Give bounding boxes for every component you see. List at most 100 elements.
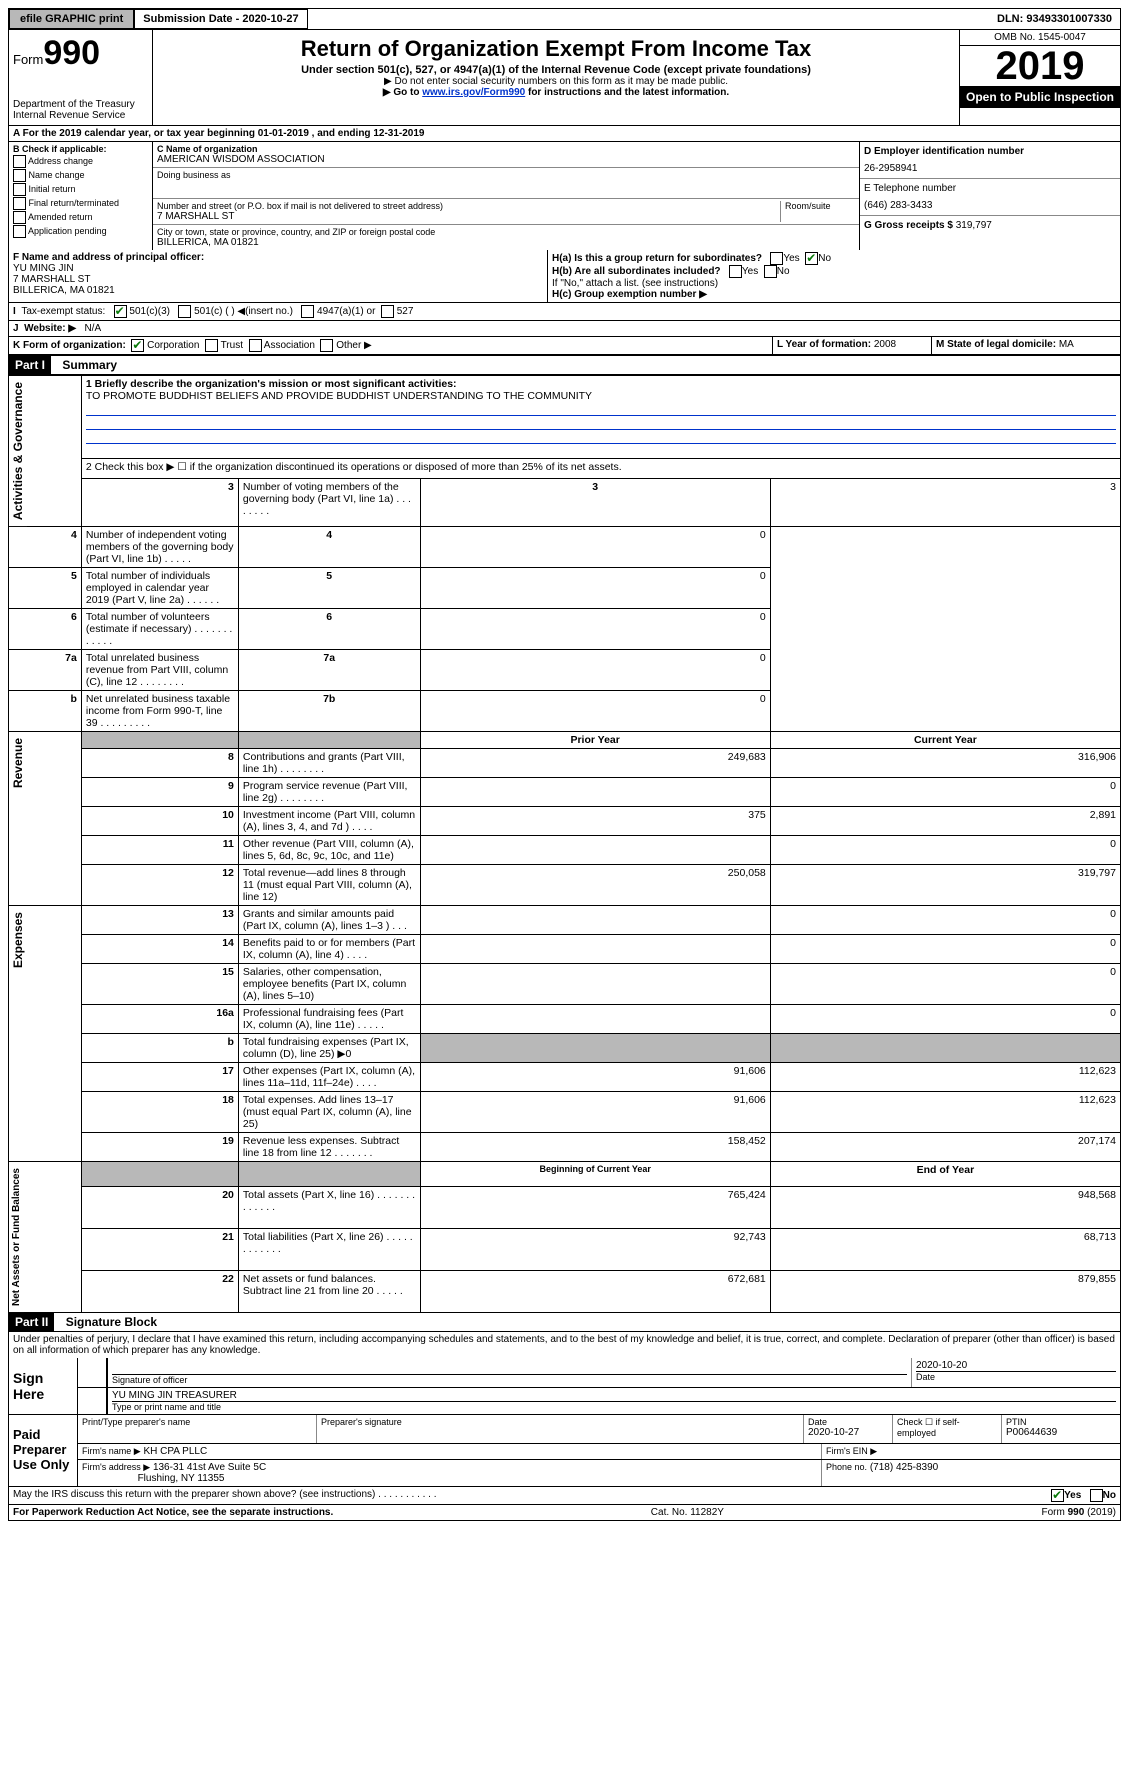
self-employed-check[interactable]: Check ☐ if self-employed	[897, 1417, 997, 1438]
prior-value	[420, 1005, 770, 1034]
check-amended[interactable]: Amended return	[13, 211, 148, 224]
prior-value: 158,452	[420, 1133, 770, 1162]
gross-receipts-field: G Gross receipts $ 319,797	[860, 216, 1120, 235]
line-text: Investment income (Part VIII, column (A)…	[238, 807, 420, 836]
prep-name-label: Print/Type preparer's name	[82, 1417, 312, 1427]
check-label: Address change	[28, 156, 93, 166]
4947-check[interactable]	[301, 305, 314, 318]
prior-value: 91,606	[420, 1092, 770, 1133]
line-text: Total fundraising expenses (Part IX, col…	[238, 1034, 420, 1063]
hb-no-check[interactable]	[764, 265, 777, 278]
firm-addr2: Flushing, NY 11355	[138, 1473, 225, 1484]
dln-value: 93493301007330	[1026, 13, 1112, 25]
end-value: 68,713	[770, 1228, 1120, 1270]
shade	[81, 1162, 238, 1187]
discuss-yes-check[interactable]	[1051, 1489, 1064, 1502]
shade	[81, 732, 238, 749]
form-subtitle2: ▶ Do not enter social security numbers o…	[157, 76, 955, 87]
check-label: Initial return	[29, 184, 76, 194]
line-value: 0	[420, 609, 770, 650]
mission-underline	[86, 430, 1116, 444]
line-text: Contributions and grants (Part VIII, lin…	[238, 749, 420, 778]
ha-no-check[interactable]	[805, 252, 818, 265]
line-box: 7a	[238, 650, 420, 691]
top-bar: efile GRAPHIC print Submission Date - 20…	[8, 8, 1121, 30]
line-num: 7a	[9, 650, 82, 691]
trust-check[interactable]	[205, 339, 218, 352]
ein-field: D Employer identification number 26-2958…	[860, 142, 1120, 179]
room-label: Room/suite	[780, 201, 855, 222]
check-application-pending[interactable]: Application pending	[13, 225, 148, 238]
form-header: Form990 Department of the Treasury Inter…	[8, 30, 1121, 126]
line-text: Other revenue (Part VIII, column (A), li…	[238, 836, 420, 865]
line-text: Total unrelated business revenue from Pa…	[81, 650, 238, 691]
end-year-header: End of Year	[770, 1162, 1120, 1187]
line-num: 18	[81, 1092, 238, 1133]
tax-year: 2019	[960, 46, 1120, 86]
hb-yes: Yes	[742, 266, 758, 277]
ein-value: 26-2958941	[864, 163, 1116, 174]
current-value: 0	[770, 906, 1120, 935]
website-value: N/A	[84, 323, 101, 334]
prior-year-header: Prior Year	[420, 732, 770, 749]
501c3-check[interactable]	[114, 305, 127, 318]
form-number-big: 990	[43, 34, 100, 72]
line-value: 0	[420, 527, 770, 568]
check-address-change[interactable]: Address change	[13, 155, 148, 168]
check-final-return[interactable]: Final return/terminated	[13, 197, 148, 210]
firm-ein-label: Firm's EIN ▶	[826, 1446, 877, 1456]
type-name-label: Type or print name and title	[112, 1401, 1116, 1412]
state-domicile-value: MA	[1059, 339, 1074, 350]
prior-value: 249,683	[420, 749, 770, 778]
efile-print-button[interactable]: efile GRAPHIC print	[9, 9, 134, 29]
part2-title: Signature Block	[58, 1315, 157, 1329]
prior-value	[420, 906, 770, 935]
officer-printed-name: YU MING JIN TREASURER	[112, 1390, 1116, 1401]
check-initial-return[interactable]: Initial return	[13, 183, 148, 196]
prior-value	[420, 935, 770, 964]
line-box: 5	[238, 568, 420, 609]
line-num: b	[81, 1034, 238, 1063]
line-text: Total liabilities (Part X, line 26) . . …	[238, 1228, 420, 1270]
hc-label: H(c) Group exemption number ▶	[552, 289, 1116, 300]
ha-yes-check[interactable]	[770, 252, 783, 265]
527-check[interactable]	[381, 305, 394, 318]
line-num: 15	[81, 964, 238, 1005]
prior-value: 91,606	[420, 1063, 770, 1092]
line-num: 9	[81, 778, 238, 807]
line-text: Total number of volunteers (estimate if …	[81, 609, 238, 650]
part1-table: Activities & Governance 1 Briefly descri…	[8, 375, 1121, 1313]
form990-link[interactable]: www.irs.gov/Form990	[422, 87, 525, 98]
current-year-header: Current Year	[770, 732, 1120, 749]
perjury-declaration: Under penalties of perjury, I declare th…	[8, 1332, 1121, 1358]
begin-value: 765,424	[420, 1186, 770, 1228]
check-label: Name change	[29, 170, 85, 180]
other-check[interactable]	[320, 339, 333, 352]
line-text: Total number of individuals employed in …	[81, 568, 238, 609]
state-domicile-label: M State of legal domicile:	[936, 339, 1056, 350]
501c-check[interactable]	[178, 305, 191, 318]
hb-note: If "No," attach a list. (see instruction…	[552, 278, 1116, 289]
gross-receipts-value: 319,797	[956, 220, 992, 231]
line-text: Number of independent voting members of …	[81, 527, 238, 568]
line-text: Total revenue—add lines 8 through 11 (mu…	[238, 865, 420, 906]
line-num: 11	[81, 836, 238, 865]
form-footer-label: Form 990 (2019)	[1042, 1507, 1116, 1518]
line2-discontinued: 2 Check this box ▶ ☐ if the organization…	[81, 459, 1120, 479]
form-number: Form990	[13, 34, 148, 73]
assoc-check[interactable]	[249, 339, 262, 352]
phone-value: (646) 283-3433	[864, 200, 1116, 211]
line-num: b	[9, 691, 82, 732]
current-value: 316,906	[770, 749, 1120, 778]
hb-yes-check[interactable]	[729, 265, 742, 278]
corp-check[interactable]	[131, 339, 144, 352]
line-num: 21	[81, 1228, 238, 1270]
discuss-no-check[interactable]	[1090, 1489, 1103, 1502]
shade	[238, 1162, 420, 1187]
prep-sig-label: Preparer's signature	[321, 1417, 799, 1427]
begin-year-header: Beginning of Current Year	[420, 1162, 770, 1187]
501c3-label: 501(c)(3)	[129, 306, 170, 317]
street-label: Number and street (or P.O. box if mail i…	[157, 201, 780, 211]
check-label: Final return/terminated	[29, 198, 120, 208]
check-name-change[interactable]: Name change	[13, 169, 148, 182]
